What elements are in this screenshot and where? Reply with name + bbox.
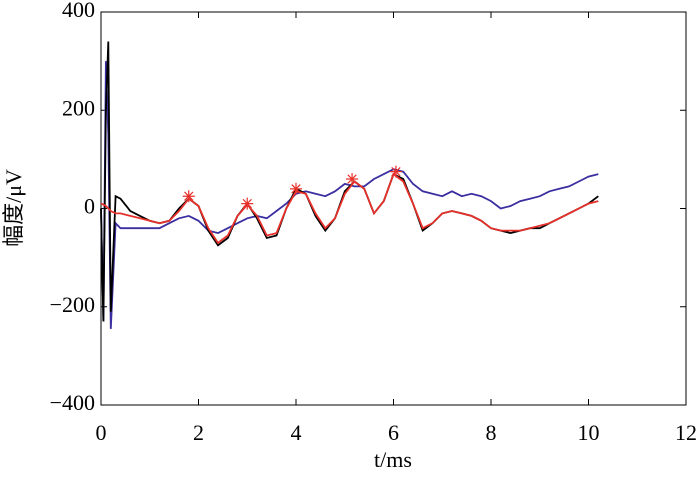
x-tick-label: 10 — [578, 420, 600, 445]
y-tick-label: 400 — [62, 0, 95, 22]
star-marker — [182, 190, 195, 203]
star-marker — [346, 173, 359, 186]
x-tick-label: 8 — [486, 420, 497, 445]
plot-frame — [100, 11, 687, 406]
x-tick-label: 0 — [96, 420, 107, 445]
y-tick-label: 200 — [62, 95, 95, 120]
y-tick-label: 0 — [84, 194, 95, 219]
data-line — [100, 61, 599, 329]
star-marker — [389, 165, 402, 178]
x-tick-label: 2 — [193, 420, 204, 445]
y-axis-label: 幅度/μV — [1, 169, 26, 247]
y-tick-label: −400 — [50, 390, 95, 415]
x-axis-label: t/ms — [374, 447, 412, 472]
x-tick-label: 12 — [675, 420, 697, 445]
x-tick-label: 6 — [388, 420, 399, 445]
data-line — [100, 172, 599, 245]
star-marker — [290, 182, 302, 195]
y-tick-label: −200 — [50, 292, 95, 317]
star-marker — [241, 197, 254, 210]
x-tick-label: 4 — [291, 420, 302, 445]
